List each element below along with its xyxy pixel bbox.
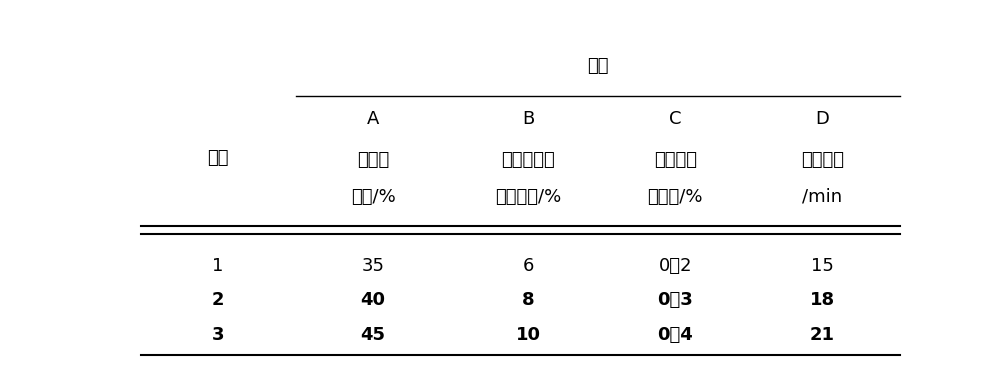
Text: 18: 18 bbox=[810, 291, 835, 309]
Text: 15: 15 bbox=[811, 257, 834, 275]
Text: 6: 6 bbox=[522, 257, 534, 275]
Text: C: C bbox=[669, 110, 682, 128]
Text: 量分数/%: 量分数/% bbox=[648, 188, 703, 206]
Text: A: A bbox=[367, 110, 379, 128]
Text: 浓度/%: 浓度/% bbox=[351, 188, 395, 206]
Text: D: D bbox=[816, 110, 829, 128]
Text: /min: /min bbox=[802, 188, 843, 206]
Text: 0．3: 0．3 bbox=[657, 291, 693, 309]
Text: 淀粉乳: 淀粉乳 bbox=[357, 151, 389, 169]
Text: 1: 1 bbox=[212, 257, 224, 275]
Text: 水平: 水平 bbox=[207, 149, 229, 167]
Text: 10: 10 bbox=[516, 326, 540, 344]
Text: 0．2: 0．2 bbox=[658, 257, 692, 275]
Text: 40: 40 bbox=[360, 291, 386, 309]
Text: 8: 8 bbox=[522, 291, 534, 309]
Text: 45: 45 bbox=[360, 326, 386, 344]
Text: 反应时间: 反应时间 bbox=[801, 151, 844, 169]
Text: 21: 21 bbox=[810, 326, 835, 344]
Text: 因素: 因素 bbox=[587, 57, 608, 75]
Text: 2: 2 bbox=[212, 291, 224, 309]
Text: 3: 3 bbox=[212, 326, 224, 344]
Text: 0．4: 0．4 bbox=[657, 326, 693, 344]
Text: 催化剂质: 催化剂质 bbox=[654, 151, 697, 169]
Text: 质量分数/%: 质量分数/% bbox=[495, 188, 561, 206]
Text: 35: 35 bbox=[362, 257, 384, 275]
Text: 复合氧化剂: 复合氧化剂 bbox=[501, 151, 555, 169]
Text: B: B bbox=[522, 110, 534, 128]
